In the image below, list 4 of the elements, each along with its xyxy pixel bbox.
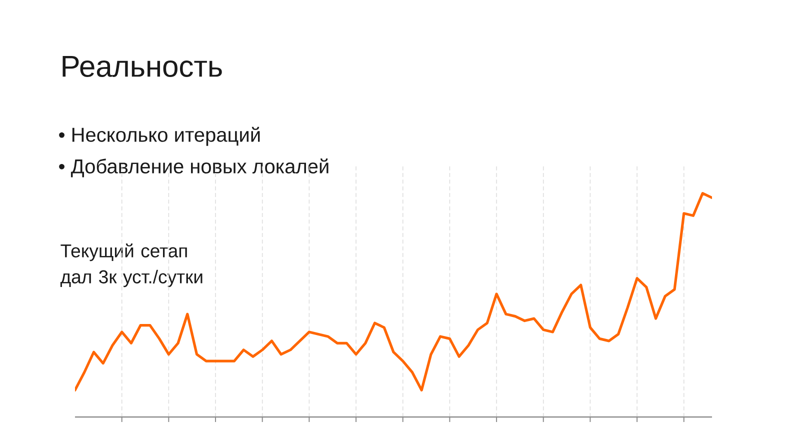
chart-title: Реальность xyxy=(62,56,222,77)
annotation: Текущий сетап дал 3к уст./сутки xyxy=(60,243,202,288)
text: • Добавление новых локалей xyxy=(59,158,328,178)
text: • Несколько итераций xyxy=(59,126,260,146)
